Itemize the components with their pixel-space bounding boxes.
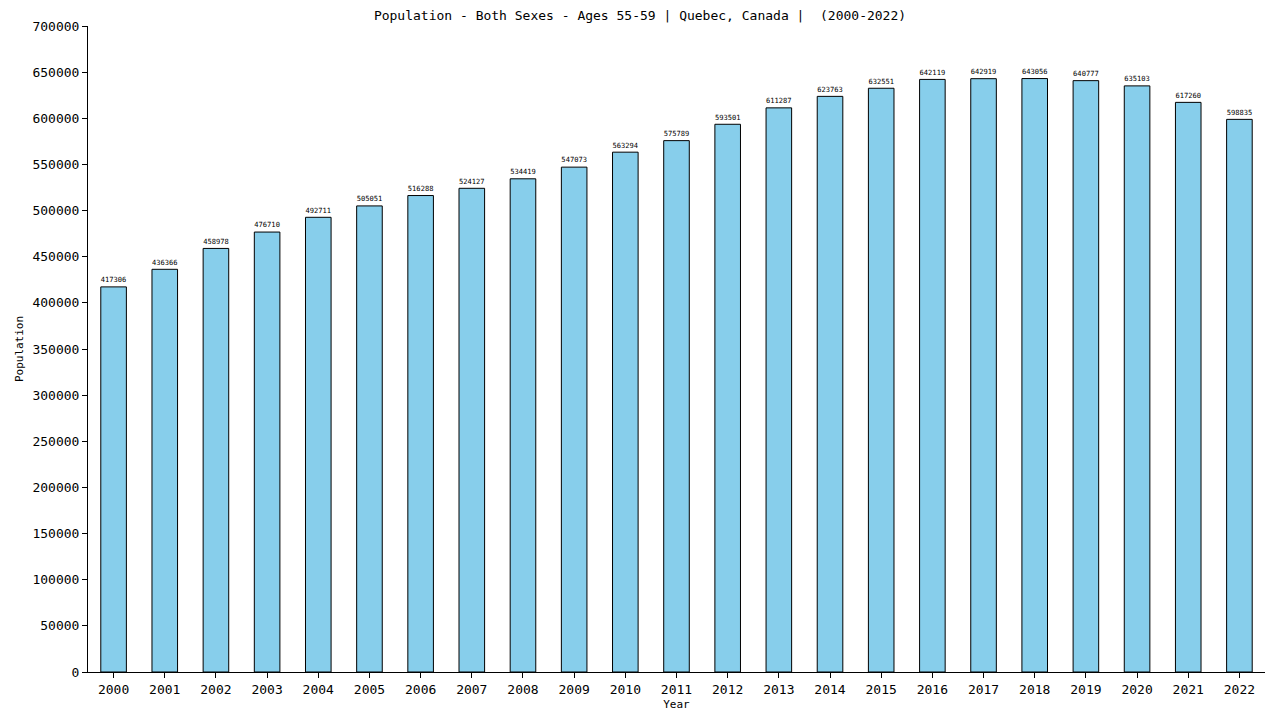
svg-text:623763: 623763 (817, 85, 843, 94)
svg-text:200000: 200000 (32, 480, 79, 495)
svg-text:2009: 2009 (558, 682, 589, 697)
svg-text:635103: 635103 (1124, 74, 1150, 83)
svg-text:2021: 2021 (1173, 682, 1204, 697)
svg-text:Year: Year (663, 698, 690, 711)
svg-text:2017: 2017 (968, 682, 999, 697)
svg-text:640777: 640777 (1073, 69, 1099, 78)
svg-text:650000: 650000 (32, 65, 79, 80)
svg-text:2019: 2019 (1070, 682, 1101, 697)
svg-text:0: 0 (72, 665, 80, 680)
svg-text:417306: 417306 (101, 275, 127, 284)
svg-text:250000: 250000 (32, 434, 79, 449)
svg-text:2013: 2013 (763, 682, 794, 697)
svg-text:2011: 2011 (661, 682, 692, 697)
svg-text:2006: 2006 (405, 682, 436, 697)
svg-text:436366: 436366 (152, 258, 178, 267)
svg-text:2014: 2014 (814, 682, 845, 697)
svg-text:500000: 500000 (32, 203, 79, 218)
svg-text:2008: 2008 (507, 682, 538, 697)
svg-text:700000: 700000 (32, 19, 79, 34)
svg-text:550000: 550000 (32, 157, 79, 172)
svg-text:2001: 2001 (149, 682, 180, 697)
svg-text:563294: 563294 (613, 141, 638, 150)
svg-text:534419: 534419 (510, 167, 536, 176)
svg-text:2005: 2005 (354, 682, 385, 697)
svg-text:516288: 516288 (408, 184, 434, 193)
svg-text:593501: 593501 (715, 113, 741, 122)
svg-text:2003: 2003 (251, 682, 282, 697)
svg-text:Population: Population (13, 316, 26, 382)
svg-text:400000: 400000 (32, 295, 79, 310)
svg-text:642919: 642919 (971, 67, 997, 76)
svg-text:450000: 450000 (32, 249, 79, 264)
svg-text:598835: 598835 (1227, 108, 1253, 117)
svg-text:100000: 100000 (32, 572, 79, 587)
svg-text:2002: 2002 (200, 682, 231, 697)
svg-text:617260: 617260 (1175, 91, 1201, 100)
svg-text:524127: 524127 (459, 177, 485, 186)
svg-text:2015: 2015 (866, 682, 897, 697)
svg-text:2000: 2000 (98, 682, 129, 697)
svg-text:611287: 611287 (766, 96, 792, 105)
svg-text:Population - Both Sexes - Ages: Population - Both Sexes - Ages 55-59 | Q… (374, 8, 906, 23)
svg-text:2012: 2012 (712, 682, 743, 697)
svg-text:458978: 458978 (203, 237, 229, 246)
svg-text:632551: 632551 (868, 77, 894, 86)
svg-text:2004: 2004 (303, 682, 334, 697)
svg-text:2022: 2022 (1224, 682, 1255, 697)
svg-text:476710: 476710 (254, 220, 280, 229)
svg-text:643056: 643056 (1022, 67, 1048, 76)
svg-text:2010: 2010 (610, 682, 641, 697)
svg-text:350000: 350000 (32, 342, 79, 357)
svg-text:642119: 642119 (920, 68, 946, 77)
svg-text:2007: 2007 (456, 682, 487, 697)
svg-text:150000: 150000 (32, 526, 79, 541)
svg-text:547073: 547073 (561, 155, 587, 164)
svg-text:50000: 50000 (40, 618, 79, 633)
svg-text:492711: 492711 (305, 206, 331, 215)
svg-text:2020: 2020 (1121, 682, 1152, 697)
svg-text:2016: 2016 (917, 682, 948, 697)
svg-text:2018: 2018 (1019, 682, 1050, 697)
svg-text:575789: 575789 (664, 129, 690, 138)
svg-text:600000: 600000 (32, 111, 79, 126)
svg-text:505051: 505051 (357, 194, 383, 203)
svg-text:300000: 300000 (32, 388, 79, 403)
